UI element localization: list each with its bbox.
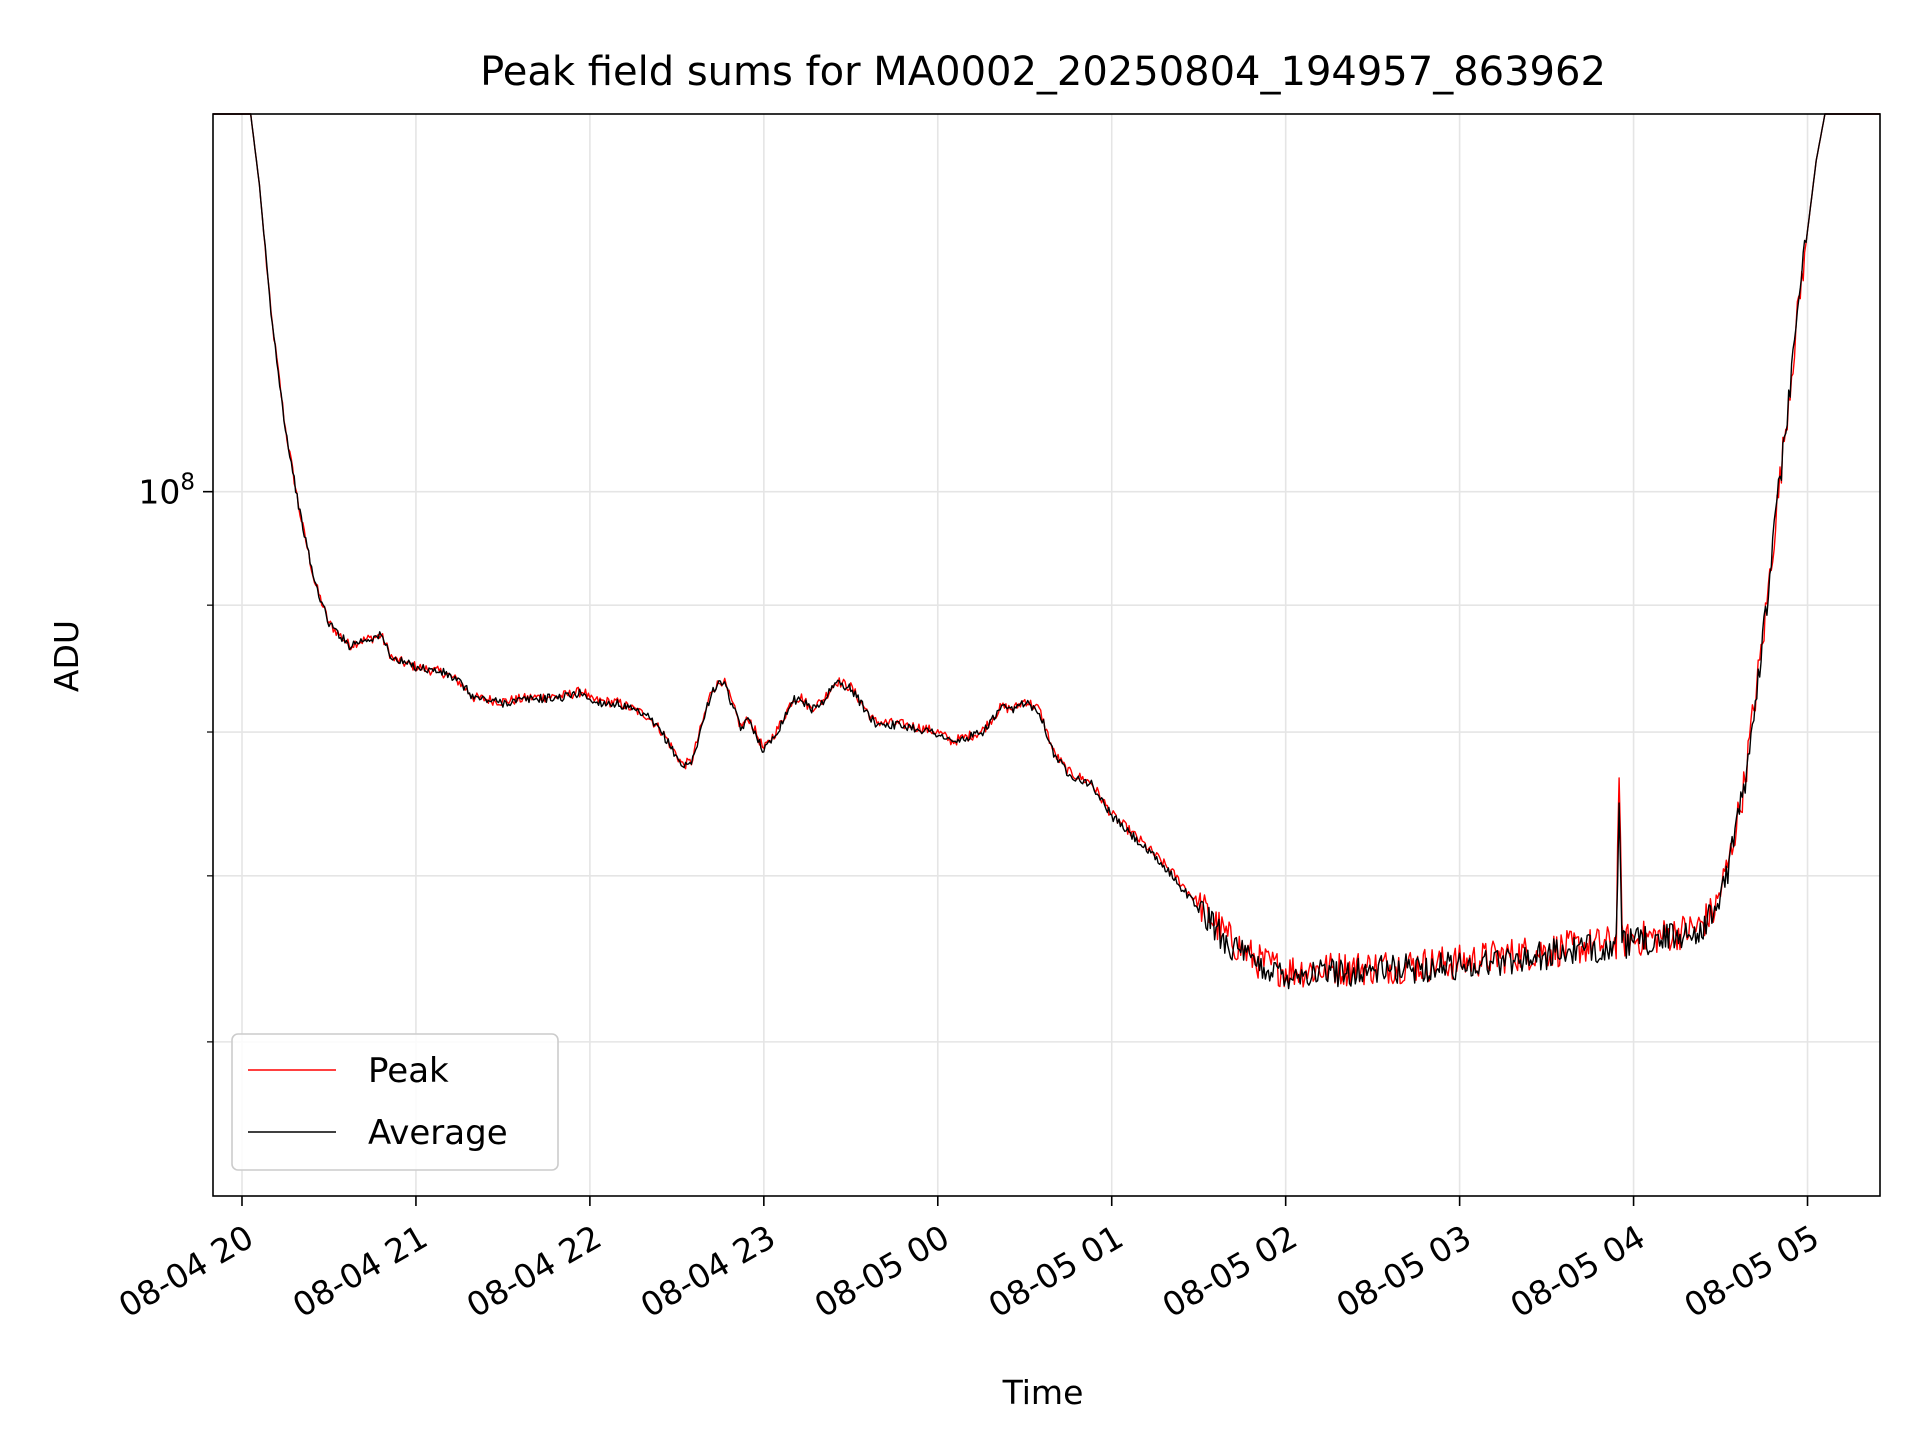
legend: Peak Average [231, 1033, 559, 1171]
chart-title: Peak field sums for MA0002_20250804_1949… [480, 49, 1606, 95]
y-tick-label: 108 [138, 470, 195, 512]
series-line-average [213, 113, 1880, 990]
series-line-peak [213, 113, 1880, 988]
legend-label-peak: Peak [368, 1051, 449, 1091]
plot-frame [212, 113, 1881, 1197]
legend-label-average: Average [368, 1113, 508, 1153]
grid-layer [213, 114, 1880, 1196]
x-axis-label: Time [1002, 1373, 1084, 1412]
y-axis-label: ADU [47, 620, 86, 692]
legend-box [231, 1033, 559, 1171]
series-layer [213, 113, 1880, 990]
